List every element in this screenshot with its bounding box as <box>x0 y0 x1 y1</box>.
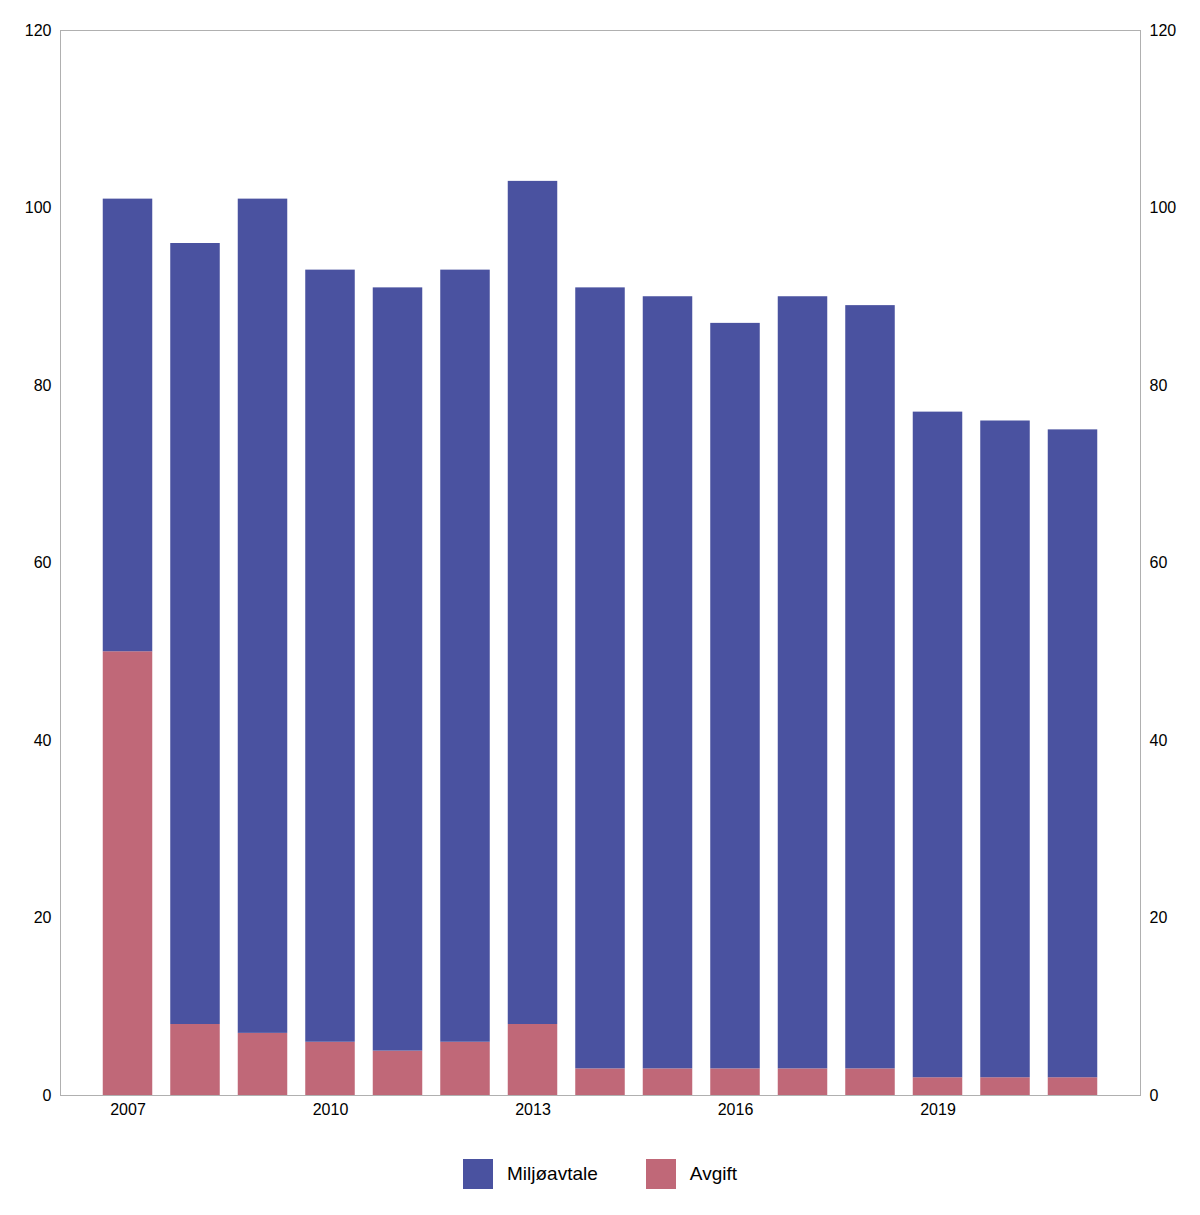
svg-text:2019: 2019 <box>920 1101 956 1118</box>
svg-text:2013: 2013 <box>515 1101 551 1118</box>
svg-text:80: 80 <box>1150 377 1168 394</box>
html-text:Miljøavtale: Miljøavtale <box>507 1163 598 1184</box>
svg-text:60: 60 <box>34 554 52 571</box>
html-text:Avgift: Avgift <box>689 1163 737 1184</box>
svg-text:2010: 2010 <box>313 1101 349 1118</box>
svg-text:100: 100 <box>1150 199 1177 216</box>
svg-text:60: 60 <box>1150 554 1168 571</box>
svg-text:0: 0 <box>1150 1087 1159 1104</box>
svg-text:40: 40 <box>1150 732 1168 749</box>
svg-text:0: 0 <box>43 1087 52 1104</box>
svg-text:20: 20 <box>1150 909 1168 926</box>
svg-text:120: 120 <box>1150 22 1177 39</box>
svg-text:80: 80 <box>34 377 52 394</box>
svg-text:120: 120 <box>25 22 52 39</box>
svg-text:100: 100 <box>25 199 52 216</box>
svg-text:2016: 2016 <box>718 1101 754 1118</box>
svg-text:40: 40 <box>34 732 52 749</box>
svg-text:20: 20 <box>34 909 52 926</box>
svg-text:2007: 2007 <box>110 1101 146 1118</box>
